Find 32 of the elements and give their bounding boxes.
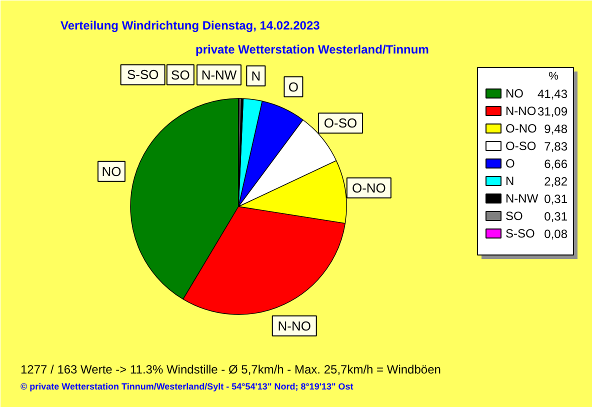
- slice-label: N-NO: [278, 318, 311, 334]
- data-label: 9,48: [544, 122, 568, 136]
- slice-label: O-SO: [324, 116, 358, 131]
- data-label: 0,31: [544, 192, 568, 206]
- slice-label: O-NO: [352, 180, 386, 196]
- category-label: SO: [171, 67, 190, 82]
- data-label: 6,66: [544, 157, 568, 171]
- legend-label: O-NO: [506, 122, 537, 136]
- legend-label: N-NO: [506, 104, 536, 118]
- legend-label: N-NW: [506, 192, 539, 206]
- data-label: 7,83: [544, 140, 568, 154]
- legend-label: O-SO: [506, 139, 536, 153]
- slice-label: N-NW: [201, 67, 238, 82]
- slice-label: N: [251, 68, 261, 84]
- chart-subtitle: private Wetterstation Westerland/Tinnum: [196, 42, 429, 56]
- data-label: 2,82: [544, 174, 568, 188]
- text: © private Wetterstation Tinnum/Westerland/Sylt - 54°54'13" Nord; 8°19'13" Ost: [20, 382, 354, 392]
- chart-title: Verteilung Windrichtung Dienstag, 14.02.2023: [60, 18, 320, 32]
- data-label: 41,43: [537, 87, 568, 101]
- data-label: 0,08: [544, 227, 568, 241]
- slice-label: O: [288, 79, 299, 94]
- legend-label: N: [506, 174, 514, 188]
- legend-label: NO: [506, 86, 524, 100]
- text: 1277 / 163 Werte -> 11.3% Windstille - Ø 5,7km/h - Max. 25,7km/h = Windböen: [20, 362, 441, 376]
- legend-label: S-SO: [506, 226, 535, 240]
- category-label: S-SO: [126, 67, 159, 82]
- slice-label: NO: [102, 164, 122, 179]
- legend-label: SO: [506, 209, 523, 223]
- legend-label: O: [506, 156, 515, 170]
- legend-title: %: [548, 70, 559, 82]
- data-label: 0,31: [544, 210, 568, 224]
- data-label: 31,09: [537, 104, 568, 118]
